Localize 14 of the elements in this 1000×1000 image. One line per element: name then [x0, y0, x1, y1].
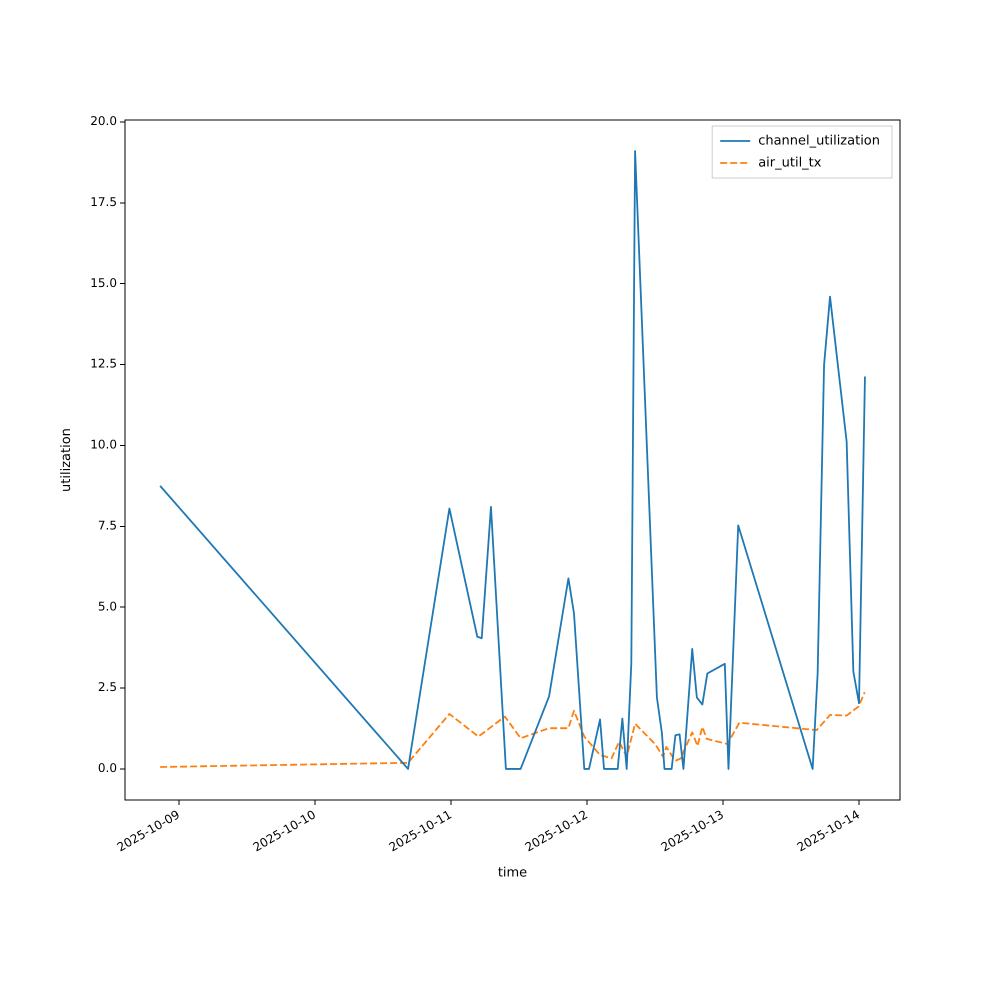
- y-tick-label: 5.0: [98, 599, 117, 614]
- line-series: [159, 691, 866, 768]
- y-tick-label: 17.5: [90, 194, 117, 209]
- y-tick-label: 15.0: [90, 276, 117, 290]
- y-tick-label: 7.5: [98, 518, 117, 532]
- legend-label: channel_utilization: [758, 133, 880, 148]
- y-tick-label: 0.0: [98, 761, 117, 776]
- y-tick-label: 10.0: [90, 438, 117, 452]
- legend-label: air_util_tx: [758, 155, 822, 170]
- y-tick-label: 20.0: [90, 114, 117, 128]
- y-axis-title: utilization: [59, 428, 74, 492]
- y-tick-label: 2.5: [98, 680, 117, 694]
- x-axis-title: time: [498, 866, 528, 881]
- y-tick-label: 12.5: [90, 356, 117, 371]
